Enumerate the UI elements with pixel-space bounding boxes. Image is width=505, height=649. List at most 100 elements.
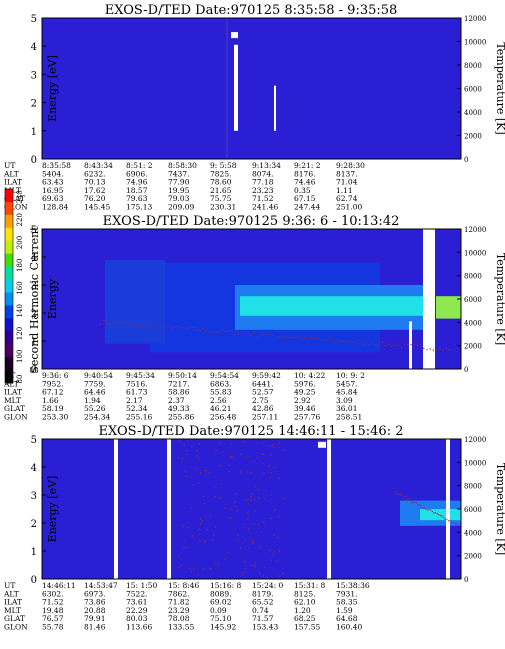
noise-dot bbox=[229, 456, 232, 458]
noise-dot bbox=[178, 439, 180, 442]
noise-dot bbox=[199, 528, 201, 530]
noise-dot bbox=[199, 540, 201, 542]
temperature-trace-dot bbox=[449, 519, 451, 521]
y-tick-label: 0 bbox=[31, 365, 37, 376]
data-gap bbox=[423, 229, 435, 369]
y-axis-label: Energy [eV] bbox=[46, 55, 59, 122]
noise-dot bbox=[204, 470, 206, 472]
orbit-value: 8179. bbox=[252, 589, 273, 598]
temperature-trace-dot bbox=[256, 335, 258, 337]
orbit-value: 79.03 bbox=[168, 194, 190, 203]
noise-dot bbox=[245, 457, 247, 460]
orbit-value: 0.74 bbox=[252, 606, 269, 615]
noise-dot bbox=[219, 497, 221, 499]
temperature-trace-dot bbox=[439, 347, 441, 349]
temperature-trace-dot bbox=[349, 341, 351, 343]
temperature-trace-dot bbox=[215, 330, 217, 332]
orbit-value: 257.76 bbox=[294, 413, 320, 422]
temperature-trace-dot bbox=[314, 337, 316, 339]
orbit-value: 23.23 bbox=[252, 186, 274, 195]
temperature-trace-dot bbox=[183, 327, 185, 329]
density-core bbox=[436, 296, 461, 319]
noise-dot bbox=[182, 524, 184, 527]
temperature-trace-dot bbox=[189, 326, 191, 328]
orbit-value: 1.20 bbox=[294, 606, 311, 615]
orbit-value: 79.63 bbox=[126, 194, 148, 203]
orbit-value: 55.26 bbox=[84, 404, 106, 413]
orbit-value: 78.08 bbox=[168, 614, 190, 623]
noise-dot bbox=[278, 446, 280, 449]
colorbar-swatch bbox=[5, 357, 13, 371]
temperature-trace-dot bbox=[141, 325, 143, 327]
data-gap bbox=[446, 439, 450, 579]
noise-dot bbox=[250, 495, 252, 498]
orbit-value: 81.46 bbox=[84, 623, 106, 632]
noise-dot bbox=[247, 527, 250, 529]
temperature-trace-dot bbox=[375, 344, 377, 346]
orbit-value: 74.96 bbox=[126, 178, 148, 187]
noise-dot bbox=[274, 551, 276, 553]
y2-tick-label: 6000 bbox=[464, 296, 482, 304]
noise-dot bbox=[258, 573, 261, 575]
noise-dot bbox=[250, 499, 252, 501]
orbit-row-label: ALT bbox=[3, 379, 19, 388]
noise-dot bbox=[221, 451, 223, 453]
noise-dot bbox=[245, 499, 248, 501]
noise-dot bbox=[243, 441, 245, 443]
noise-dot bbox=[200, 523, 202, 525]
noise-dot bbox=[271, 444, 273, 446]
orbit-value: 257.11 bbox=[252, 413, 278, 422]
y-tick-label: 1 bbox=[31, 127, 37, 138]
data-gap bbox=[167, 439, 171, 579]
orbit-value: 145.92 bbox=[210, 623, 236, 632]
temperature-trace-dot bbox=[186, 327, 188, 330]
colorbar-tick-label: 140 bbox=[16, 304, 24, 317]
orbit-value: 77.18 bbox=[252, 178, 274, 187]
temperature-trace-dot bbox=[400, 346, 402, 348]
colorbar-swatch bbox=[5, 227, 13, 242]
orbit-value: 15:38:36 bbox=[336, 581, 370, 590]
orbit-row-label: GLAT bbox=[4, 404, 25, 413]
temperature-trace-dot bbox=[311, 336, 313, 338]
temperature-trace-dot bbox=[417, 504, 419, 506]
temperature-trace-dot bbox=[420, 504, 422, 506]
temperature-trace-dot bbox=[125, 322, 127, 324]
noise-dot bbox=[231, 456, 233, 458]
noise-dot bbox=[209, 514, 211, 517]
temperature-trace-dot bbox=[244, 332, 246, 334]
temperature-trace-dot bbox=[333, 340, 335, 342]
chart-title: EXOS-D/TED Date:970125 8:35:58 - 9:35:58 bbox=[105, 3, 398, 18]
noise-dot bbox=[184, 540, 187, 542]
orbit-value: 8089. bbox=[210, 589, 231, 598]
temperature-trace-dot bbox=[428, 508, 430, 510]
orbit-value: 19.95 bbox=[168, 186, 190, 195]
noise-dot bbox=[274, 509, 276, 511]
temperature-trace-dot bbox=[221, 329, 223, 331]
orbit-value: 2.56 bbox=[210, 396, 227, 405]
orbit-value: 1.94 bbox=[84, 396, 101, 405]
y-tick-label: 5 bbox=[31, 435, 37, 446]
noise-dot bbox=[264, 567, 266, 569]
orbit-value: 8176. bbox=[294, 169, 315, 178]
data-gap bbox=[318, 441, 326, 448]
temperature-trace-dot bbox=[404, 495, 406, 498]
temperature-trace-dot bbox=[435, 512, 437, 514]
noise-dot bbox=[230, 517, 232, 519]
noise-dot bbox=[252, 523, 254, 525]
orbit-value: 2.37 bbox=[168, 396, 185, 405]
temperature-trace-dot bbox=[384, 345, 386, 347]
noise-dot bbox=[255, 485, 257, 488]
orbit-value: 14:53:47 bbox=[84, 581, 118, 590]
temperature-trace-dot bbox=[444, 518, 446, 521]
temperature-trace-dot bbox=[414, 501, 416, 503]
temperature-trace-dot bbox=[407, 498, 409, 500]
noise-dot bbox=[254, 566, 256, 568]
orbit-value: 6232. bbox=[84, 169, 105, 178]
orbit-value: 77.90 bbox=[168, 178, 190, 187]
temperature-trace-dot bbox=[196, 329, 198, 331]
temperature-trace-dot bbox=[218, 331, 220, 333]
noise-dot bbox=[198, 443, 201, 445]
noise-dot bbox=[190, 507, 192, 509]
temperature-trace-dot bbox=[199, 329, 201, 332]
noise-dot bbox=[199, 533, 201, 535]
